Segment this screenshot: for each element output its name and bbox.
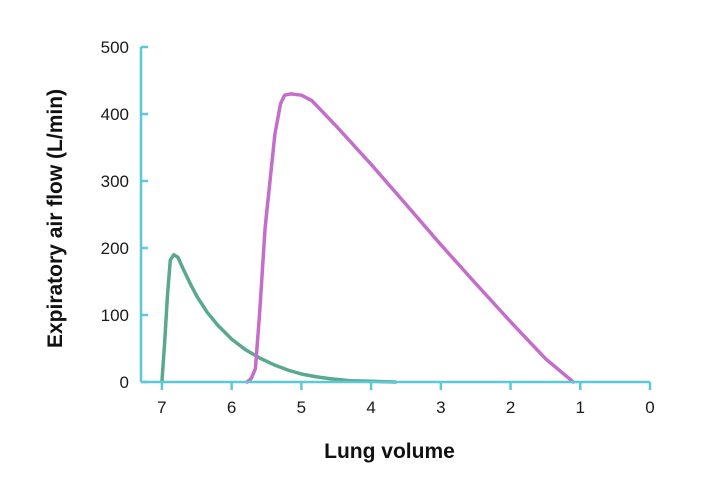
series-line-2: [245, 92, 576, 384]
series-layer: [160, 92, 576, 384]
x-tick-label: 1: [576, 398, 585, 417]
x-tick-label: 7: [157, 398, 166, 417]
y-tick-label: 500: [101, 38, 129, 57]
series-line-1: [160, 252, 398, 384]
axes-layer: 0 100 200 300 400 500 7 6 5 4 3 2 1 0: [101, 38, 655, 417]
y-tick-label: 200: [101, 239, 129, 258]
y-tick-label: 300: [101, 172, 129, 191]
x-axis-title: Lung volume: [324, 440, 455, 463]
x-tick-label: 6: [227, 398, 236, 417]
y-axis-title: Expiratory air flow (L/min): [44, 89, 67, 348]
y-tick-label: 0: [120, 373, 129, 392]
x-tick-label: 3: [436, 398, 445, 417]
x-tick-label: 0: [645, 398, 654, 417]
x-tick-label: 5: [297, 398, 306, 417]
y-tick-label: 400: [101, 105, 129, 124]
x-tick-label: 4: [366, 398, 375, 417]
x-tick-label: 2: [506, 398, 515, 417]
y-tick-label: 100: [101, 306, 129, 325]
